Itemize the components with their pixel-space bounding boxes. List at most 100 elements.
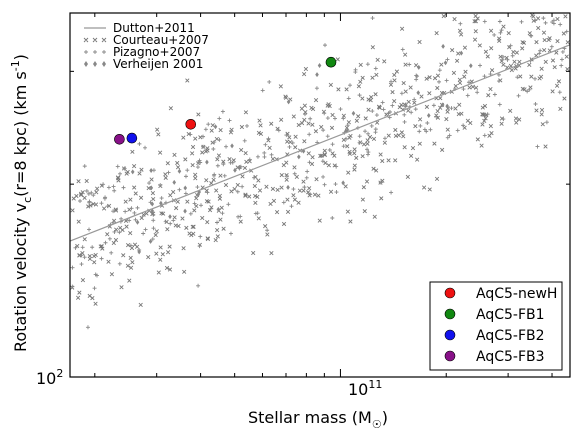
pizagno-point	[492, 32, 497, 37]
courteau-point	[360, 75, 365, 80]
verheijen-point	[440, 102, 445, 108]
courteau-point	[130, 260, 135, 265]
pizagno-point	[370, 109, 375, 114]
courteau-point	[434, 31, 439, 36]
courteau-point	[285, 139, 290, 144]
courteau-point	[156, 132, 161, 137]
courteau-point	[204, 199, 210, 204]
courteau-point	[444, 116, 449, 122]
pizagno-point	[482, 19, 487, 24]
courteau-point	[281, 162, 286, 168]
pizagno-point	[549, 44, 554, 49]
courteau-point	[244, 159, 249, 164]
courteau-point	[284, 177, 289, 182]
courteau-point	[367, 134, 373, 140]
courteau-point	[223, 182, 229, 188]
courteau-point	[341, 113, 346, 118]
pizagno-point	[488, 72, 493, 77]
pizagno-point	[276, 128, 281, 133]
pizagno-point	[508, 43, 513, 48]
courteau-point	[106, 259, 111, 264]
pizagno-point	[132, 210, 137, 215]
courteau-point	[358, 62, 363, 68]
courteau-point	[109, 272, 115, 277]
pizagno-point	[201, 144, 206, 149]
pizagno-point	[79, 262, 84, 267]
pizagno-point	[321, 128, 326, 133]
courteau-point	[432, 141, 437, 146]
courteau-point	[75, 243, 80, 249]
courteau-point	[215, 234, 220, 239]
courteau-point	[473, 85, 479, 90]
pizagno-point	[527, 87, 532, 92]
legend-newh-label: AqC5-newH	[476, 286, 557, 302]
courteau-point	[111, 240, 116, 246]
courteau-point	[99, 244, 104, 249]
courteau-point	[336, 87, 341, 92]
courteau-point	[285, 197, 290, 202]
pizagno-point	[73, 245, 78, 250]
courteau-point	[554, 83, 560, 88]
verheijen-point	[183, 185, 188, 191]
courteau-point	[243, 151, 248, 156]
courteau-point	[462, 74, 467, 79]
courteau-point	[435, 85, 440, 91]
pizagno-point	[515, 75, 520, 80]
courteau-point	[309, 105, 314, 110]
courteau-point	[457, 80, 463, 85]
courteau-point	[382, 140, 387, 145]
courteau-point	[209, 181, 214, 186]
courteau-point	[497, 38, 502, 43]
courteau-point	[401, 80, 406, 86]
courteau-point	[427, 91, 432, 96]
pizagno-point	[510, 53, 515, 58]
courteau-point	[556, 79, 562, 84]
pizagno-point	[117, 230, 122, 235]
courteau-point	[486, 93, 491, 98]
courteau-point	[534, 53, 539, 58]
pizagno-point	[389, 190, 394, 195]
verheijen-point	[213, 124, 218, 130]
pizagno-point	[341, 144, 346, 149]
courteau-point	[360, 96, 365, 101]
courteau-point	[275, 187, 280, 193]
verheijen-point	[297, 154, 301, 160]
courteau-point	[401, 134, 406, 139]
pizagno-point	[79, 253, 84, 258]
courteau-point	[346, 170, 351, 175]
courteau-point	[292, 165, 297, 170]
courteau-point	[514, 50, 519, 55]
courteau-point	[520, 86, 525, 92]
courteau-point	[354, 155, 359, 161]
pizagno-point	[365, 147, 370, 152]
courteau-point	[301, 188, 306, 193]
courteau-point	[149, 177, 154, 182]
courteau-point	[386, 133, 391, 138]
courteau-point	[332, 153, 337, 158]
courteau-point	[124, 224, 129, 229]
courteau-point	[317, 218, 322, 223]
pizagno-point	[112, 229, 117, 234]
courteau-point	[438, 105, 443, 110]
courteau-point	[330, 151, 335, 156]
courteau-point	[550, 58, 556, 63]
courteau-point	[125, 169, 130, 175]
courteau-point	[499, 121, 504, 126]
verheijen-point	[341, 180, 345, 186]
pizagno-point	[183, 191, 188, 196]
pizagno-point	[357, 134, 362, 139]
courteau-point	[397, 105, 402, 110]
pizagno-point	[177, 187, 182, 192]
legend-fb2-label: AqC5-FB2	[476, 328, 545, 344]
pizagno-point	[414, 73, 419, 78]
courteau-point	[470, 84, 476, 89]
courteau-point	[427, 187, 432, 192]
pizagno-point	[323, 43, 328, 48]
courteau-point	[293, 134, 298, 139]
courteau-point	[483, 49, 489, 54]
pizagno-point	[516, 93, 521, 98]
pizagno-point	[196, 283, 201, 288]
courteau-point	[451, 70, 457, 75]
pizagno-point	[86, 191, 91, 196]
pizagno-point	[183, 174, 188, 179]
